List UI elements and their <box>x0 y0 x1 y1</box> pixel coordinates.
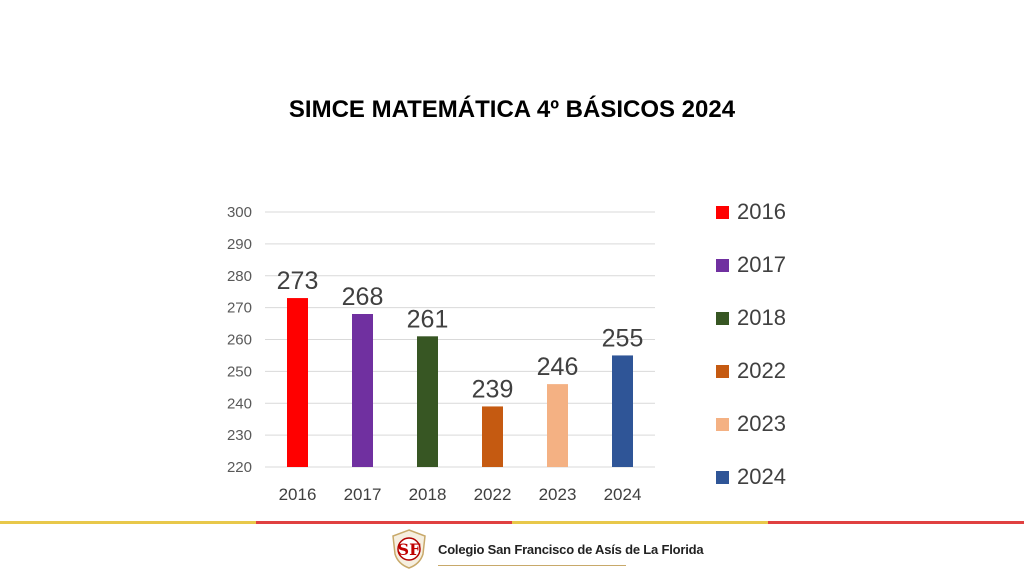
y-tick-label: 280 <box>227 268 252 285</box>
x-category-label: 2018 <box>409 485 447 504</box>
footer-line-4 <box>768 521 1024 524</box>
svg-text:SF: SF <box>398 540 422 559</box>
legend-item-2023: 2023 <box>716 410 786 438</box>
legend-swatch <box>716 258 729 272</box>
legend-item-2017: 2017 <box>716 251 786 279</box>
legend-item-2022: 2022 <box>716 357 786 385</box>
legend-swatch <box>716 417 729 431</box>
x-category-label: 2024 <box>604 485 642 504</box>
bar-2018 <box>417 336 438 467</box>
institution-name: Colegio San Francisco de Asís de La Flor… <box>438 541 704 557</box>
y-tick-label: 290 <box>227 236 252 253</box>
y-tick-label: 220 <box>227 459 252 476</box>
data-label-2024: 255 <box>602 324 644 352</box>
x-category-label: 2017 <box>344 485 382 504</box>
y-axis-ticks: 220 230 240 250 260 270 280 290 300 <box>227 204 252 476</box>
legend-item-2018: 2018 <box>716 304 786 332</box>
legend-label: 2024 <box>737 464 786 489</box>
y-tick-label: 240 <box>227 395 252 412</box>
data-label-2018: 261 <box>407 305 449 333</box>
legend-swatch <box>716 205 729 219</box>
data-label-2017: 268 <box>342 283 384 311</box>
x-category-label: 2016 <box>279 485 317 504</box>
footer: SF Colegio San Francisco de Asís de La F… <box>390 526 704 572</box>
data-label-2016: 273 <box>277 267 319 295</box>
bar-2017 <box>352 314 373 467</box>
bar-2024 <box>612 355 633 467</box>
y-tick-label: 270 <box>227 300 252 317</box>
bar-2016 <box>287 298 308 467</box>
legend-label: 2018 <box>737 305 786 330</box>
x-category-label: 2023 <box>539 485 577 504</box>
y-tick-label: 250 <box>227 363 252 380</box>
legend-swatch <box>716 364 729 378</box>
footer-underline <box>438 565 626 566</box>
bar-2023 <box>547 384 568 467</box>
bar-chart: 220 230 240 250 260 270 280 290 300 273 268 261 239… <box>227 204 655 504</box>
data-label-2023: 246 <box>537 353 579 381</box>
footer-line-1 <box>0 521 256 524</box>
bar-2022 <box>482 406 503 467</box>
x-axis-categories: 2016 2017 2018 2022 2023 2024 <box>279 485 642 504</box>
legend-swatch <box>716 470 729 484</box>
chart-title: SIMCE MATEMÁTICA 4º BÁSICOS 2024 <box>288 96 736 123</box>
legend-swatch <box>716 311 729 325</box>
footer-line-2 <box>256 521 512 524</box>
y-tick-label: 230 <box>227 427 252 444</box>
legend-label: 2022 <box>737 358 786 383</box>
school-logo: SF <box>390 528 428 570</box>
data-label-2022: 239 <box>472 375 514 403</box>
x-category-label: 2022 <box>474 485 512 504</box>
gridlines <box>265 211 655 468</box>
bars <box>287 298 633 467</box>
legend-label: 2016 <box>737 199 786 224</box>
y-tick-label: 300 <box>227 204 252 221</box>
legend-label: 2017 <box>737 252 786 277</box>
data-labels: 273 268 261 239 246 255 <box>277 267 644 403</box>
y-tick-label: 260 <box>227 332 252 349</box>
legend-item-2024: 2024 <box>716 463 786 491</box>
footer-line-3 <box>512 521 768 524</box>
legend-label: 2023 <box>737 411 786 436</box>
legend-item-2016: 2016 <box>716 198 786 226</box>
